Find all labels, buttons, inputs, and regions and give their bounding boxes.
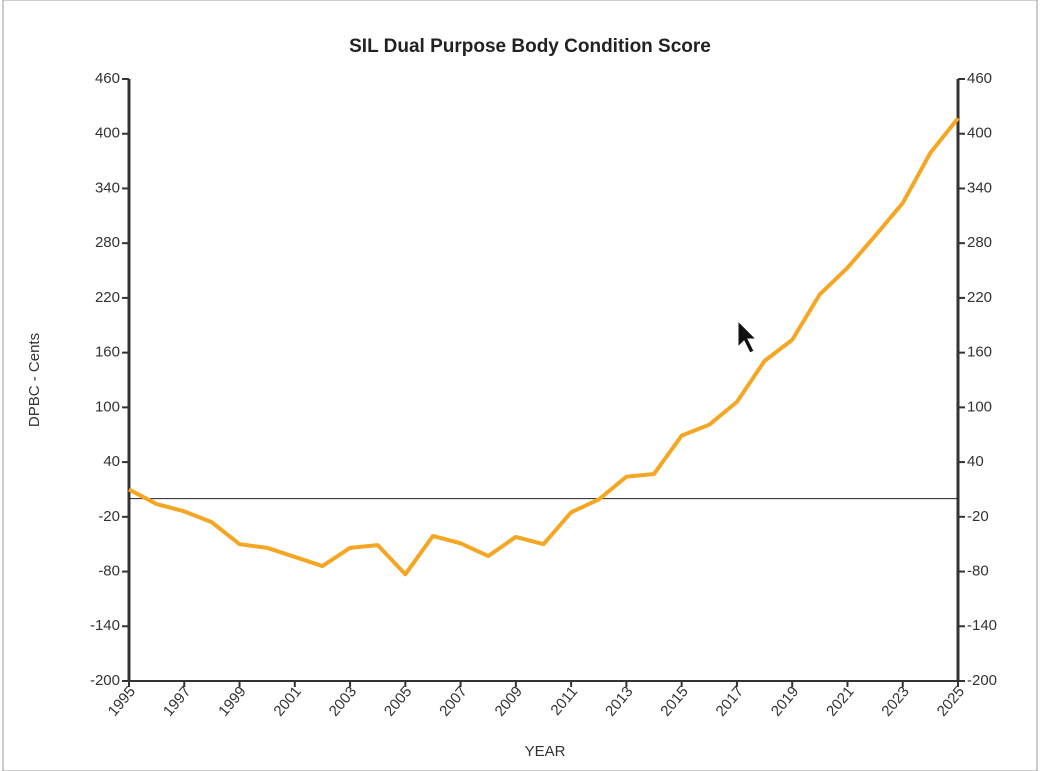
y2-tick-label: 280 — [967, 234, 992, 251]
y-tick-label: 460 — [95, 70, 120, 87]
y-tick-label: -200 — [90, 672, 120, 689]
y2-tick-label: -80 — [967, 563, 989, 580]
y2-tick-label: 340 — [967, 179, 992, 196]
x-axis-label: YEAR — [525, 743, 566, 760]
y2-tick-label: -200 — [967, 672, 997, 689]
data-line — [128, 116, 960, 577]
x-tick-label: 2017 — [713, 683, 747, 719]
x-tick-label: 2019 — [768, 683, 802, 719]
y-tick-label: -80 — [98, 563, 120, 580]
y-tick-label: -140 — [90, 617, 120, 634]
y-tick-label: 100 — [95, 398, 120, 415]
x-tick-label: 2015 — [657, 683, 691, 719]
mouse-cursor — [737, 319, 758, 354]
y-tick-label: 160 — [95, 344, 120, 361]
x-tick-label: 2005 — [381, 683, 415, 719]
chart-title: SIL Dual Purpose Body Condition Score — [349, 36, 711, 57]
x-tick-label: 2013 — [602, 683, 636, 719]
y-axis-label: DPBC - Cents — [26, 333, 43, 427]
y2-tick-label: 160 — [967, 344, 992, 361]
y2-tick-label: 40 — [967, 453, 984, 470]
y2-tick-label: -140 — [967, 617, 997, 634]
x-tick-label: 1999 — [215, 683, 249, 719]
x-tick-label: 2021 — [823, 683, 857, 719]
y2-tick-label: 100 — [967, 398, 992, 415]
y-tick-label: -20 — [98, 508, 120, 525]
x-tick-label: 2023 — [878, 683, 912, 719]
y2-tick-label: -20 — [967, 508, 989, 525]
x-tick-label: 2003 — [326, 683, 360, 719]
x-tick-label: 2007 — [436, 683, 470, 719]
y-tick-label: 340 — [95, 179, 120, 196]
x-tick-label: 2011 — [547, 683, 581, 719]
x-tick-label: 2001 — [270, 683, 304, 719]
y2-tick-label: 220 — [967, 289, 992, 306]
y-tick-label: 280 — [95, 234, 120, 251]
y2-tick-label: 400 — [967, 125, 992, 142]
y2-tick-label: 460 — [967, 70, 992, 87]
x-tick-label: 2009 — [491, 683, 525, 719]
x-tick-label: 1997 — [160, 683, 194, 719]
y-tick-label: 40 — [103, 453, 120, 470]
y-tick-label: 220 — [95, 289, 120, 306]
y-tick-label: 400 — [95, 125, 120, 142]
x-tick-label: 2025 — [934, 683, 968, 719]
